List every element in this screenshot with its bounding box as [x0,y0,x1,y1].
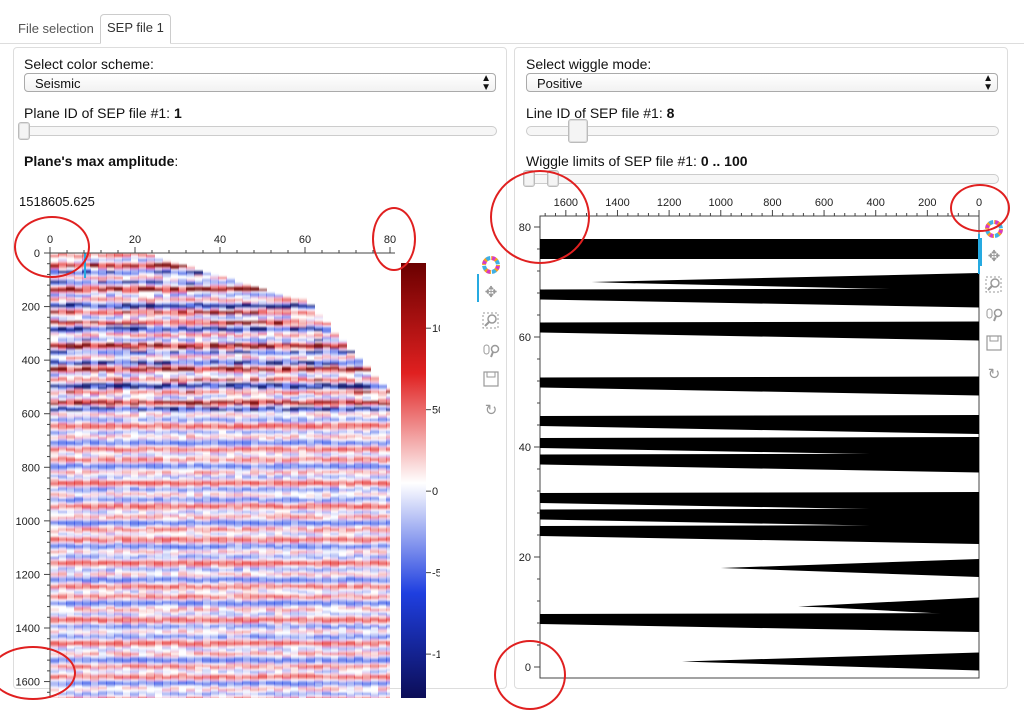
heatmap-y-tick-label: 200 [22,302,40,314]
wiggle-x-tick-label: 600 [815,197,833,209]
pan-icon[interactable]: ✥ [480,281,502,303]
colorbar-tick-label: 5000 [432,405,440,417]
wiggle-mode-label: Select wiggle mode: [526,56,651,72]
heatmap-y-tick-label: 600 [22,409,40,421]
reset-icon[interactable]: ↻ [480,399,502,421]
reset-icon[interactable]: ↻ [983,363,1005,385]
wiggle-y-tick-label: 20 [519,552,531,564]
active-tool-indicator [477,274,479,302]
tab-file-selection[interactable]: File selection [12,16,100,42]
color-scheme-value: Seismic [35,76,81,91]
max-amp-label: Plane's max amplitude: [24,153,178,169]
annotation-circle [372,207,416,271]
box-zoom-icon[interactable] [480,310,502,332]
heatmap-y-tick-label: 400 [22,355,40,367]
bokeh-logo-icon[interactable] [480,254,502,276]
left-plot-toolbar: ✥ ↻ [480,254,504,424]
plane-id-value: 1 [174,105,182,121]
heatmap-y-tick-label: 1000 [16,516,40,528]
colorbar-tick-label: -10000 [432,649,440,661]
colorbar-tick-label: 0 [432,486,438,498]
wiggle-x-tick-label: 200 [918,197,936,209]
colorbar [401,263,426,698]
wiggle-x-tick-label: 800 [763,197,781,209]
heatmap-y-tick-label: 800 [22,462,40,474]
pan-icon[interactable]: ✥ [983,245,1005,267]
select-arrows-icon: ▲▼ [481,74,491,92]
max-amp-colon: : [174,153,178,169]
wheel-zoom-icon[interactable] [480,340,502,362]
plane-id-slider[interactable] [19,126,497,136]
color-scheme-select[interactable]: Seismic ▲▼ [24,73,496,92]
heatmap-x-tick-label: 20 [129,234,141,246]
wiggle-limits-label: Wiggle limits of SEP file #1: 0 .. 100 [526,153,748,169]
heatmap-x-tick-label: 40 [214,234,226,246]
wiggle-x-tick-label: 400 [867,197,885,209]
tab-bar: File selection SEP file 1 [0,0,1024,44]
wiggle-y-tick-label: 40 [519,442,531,454]
max-amp-value: 1518605.625 [19,194,95,209]
plane-id-label: Plane ID of SEP file #1: 1 [24,105,182,121]
save-icon[interactable] [983,332,1005,354]
max-amp-label-text: Plane's max amplitude [24,153,174,169]
heatmap-y-tick-label: 1200 [16,569,40,581]
line-id-slider[interactable] [526,126,999,136]
wiggle-x-tick-label: 1400 [605,197,629,209]
annotation-circle [14,216,90,278]
plane-id-slider-handle[interactable] [18,122,30,140]
wiggle-x-tick-label: 1000 [709,197,733,209]
right-plot-toolbar: ✥ ↻ [983,218,1007,388]
annotation-circle [494,640,566,710]
wiggle-mode-select[interactable]: Positive ▲▼ [526,73,998,92]
heatmap-image [50,253,395,698]
color-scheme-label: Select color scheme: [24,56,154,72]
wiggle-y-tick-label: 60 [519,332,531,344]
line-id-label: Line ID of SEP file #1: 8 [526,105,674,121]
wiggle-x-tick-label: 1200 [657,197,681,209]
heatmap-y-tick-label: 1400 [16,623,40,635]
wiggle-limits-slider[interactable] [526,174,999,184]
heatmap-x-tick-label: 60 [299,234,311,246]
colorbar-tick-label: -5000 [432,568,440,580]
save-icon[interactable] [480,368,502,390]
wiggle-trace [540,239,979,259]
line-id-label-text: Line ID of SEP file #1: [526,105,663,121]
annotation-circle [490,170,590,264]
select-arrows-icon: ▲▼ [983,74,993,92]
wheel-zoom-icon[interactable] [983,304,1005,326]
annotation-circle [950,184,1010,232]
plane-id-label-text: Plane ID of SEP file #1: [24,105,170,121]
wiggle-mode-value: Positive [537,76,583,91]
tab-sep-file-1[interactable]: SEP file 1 [100,14,171,44]
wiggle-limits-label-text: Wiggle limits of SEP file #1: [526,153,697,169]
box-zoom-icon[interactable] [983,274,1005,296]
active-tool-indicator [980,238,982,266]
wiggle-limits-value: 0 .. 100 [701,153,748,169]
line-id-slider-handle[interactable] [568,119,588,143]
line-id-value: 8 [667,105,675,121]
colorbar-tick-label: 10000 [432,323,440,335]
